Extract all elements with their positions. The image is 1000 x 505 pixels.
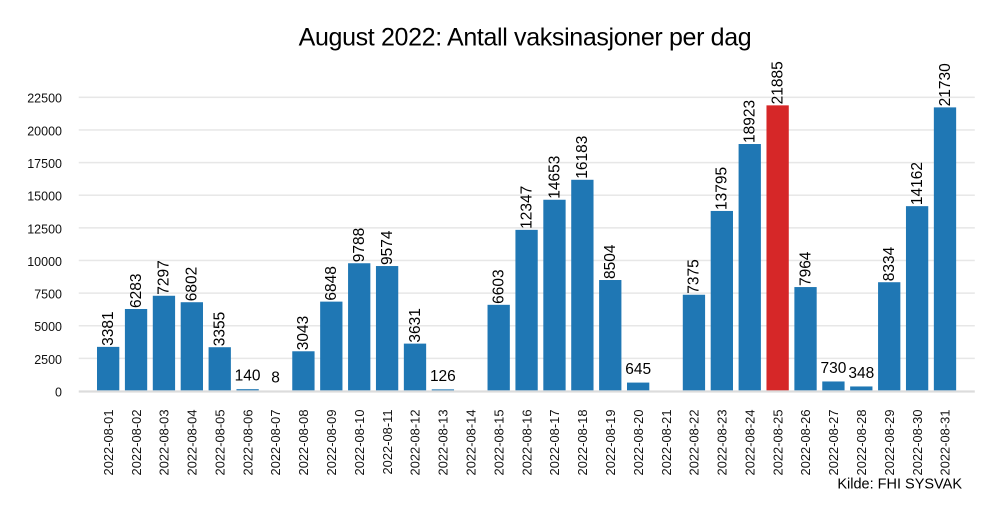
- svg-text:348: 348: [848, 365, 874, 382]
- svg-text:7297: 7297: [156, 260, 173, 294]
- svg-text:3043: 3043: [295, 316, 312, 350]
- svg-text:14162: 14162: [909, 162, 926, 205]
- svg-text:2022-08-21: 2022-08-21: [659, 410, 674, 476]
- svg-text:15000: 15000: [27, 190, 62, 204]
- svg-text:126: 126: [430, 368, 456, 385]
- svg-text:9788: 9788: [351, 228, 368, 262]
- svg-text:2022-08-01: 2022-08-01: [101, 410, 116, 476]
- svg-text:8504: 8504: [602, 244, 619, 279]
- svg-text:20000: 20000: [27, 124, 62, 138]
- svg-text:3355: 3355: [212, 312, 229, 346]
- svg-text:6283: 6283: [128, 274, 145, 308]
- svg-text:6802: 6802: [184, 267, 201, 301]
- svg-text:8: 8: [271, 369, 280, 386]
- svg-text:Kilde: FHI SYSVAK: Kilde: FHI SYSVAK: [837, 477, 962, 493]
- svg-text:645: 645: [625, 361, 651, 378]
- svg-text:2022-08-05: 2022-08-05: [212, 410, 227, 476]
- svg-text:2022-08-11: 2022-08-11: [380, 410, 395, 475]
- svg-text:12347: 12347: [518, 186, 535, 229]
- svg-text:2022-08-15: 2022-08-15: [491, 410, 506, 476]
- svg-text:7500: 7500: [34, 288, 62, 302]
- svg-text:7375: 7375: [686, 259, 703, 293]
- svg-text:2022-08-23: 2022-08-23: [715, 410, 730, 476]
- svg-text:6848: 6848: [323, 266, 340, 300]
- svg-text:2022-08-10: 2022-08-10: [352, 410, 367, 476]
- svg-text:3381: 3381: [100, 311, 117, 345]
- svg-text:2022-08-12: 2022-08-12: [408, 410, 423, 476]
- svg-text:22500: 22500: [27, 92, 62, 106]
- svg-text:2022-08-20: 2022-08-20: [631, 410, 646, 476]
- svg-text:730: 730: [820, 360, 846, 377]
- svg-text:7964: 7964: [797, 251, 814, 286]
- svg-text:13795: 13795: [714, 167, 731, 210]
- svg-text:2022-08-02: 2022-08-02: [129, 410, 144, 476]
- svg-text:2022-08-16: 2022-08-16: [519, 410, 534, 476]
- svg-text:2500: 2500: [34, 353, 62, 367]
- svg-text:14653: 14653: [546, 156, 563, 199]
- svg-text:6603: 6603: [490, 269, 507, 303]
- svg-text:10000: 10000: [27, 255, 62, 269]
- svg-text:2022-08-09: 2022-08-09: [324, 410, 339, 476]
- svg-text:5000: 5000: [34, 320, 62, 334]
- svg-text:2022-08-17: 2022-08-17: [547, 410, 562, 476]
- svg-text:2022-08-19: 2022-08-19: [603, 410, 618, 476]
- svg-text:2022-08-25: 2022-08-25: [770, 410, 785, 476]
- svg-text:2022-08-06: 2022-08-06: [240, 410, 255, 476]
- svg-text:16183: 16183: [574, 136, 591, 179]
- svg-text:17500: 17500: [27, 157, 62, 171]
- svg-text:2022-08-13: 2022-08-13: [436, 410, 451, 476]
- svg-text:2022-08-28: 2022-08-28: [854, 410, 869, 476]
- svg-text:2022-08-26: 2022-08-26: [798, 410, 813, 476]
- svg-text:2022-08-29: 2022-08-29: [882, 410, 897, 476]
- svg-text:8334: 8334: [881, 246, 898, 281]
- svg-text:21730: 21730: [937, 63, 954, 106]
- svg-text:3631: 3631: [407, 308, 424, 342]
- svg-text:2022-08-14: 2022-08-14: [463, 410, 478, 476]
- svg-text:2022-08-22: 2022-08-22: [687, 410, 702, 476]
- svg-text:2022-08-03: 2022-08-03: [157, 410, 172, 476]
- svg-text:2022-08-30: 2022-08-30: [910, 410, 925, 476]
- svg-text:2022-08-08: 2022-08-08: [296, 410, 311, 476]
- svg-text:0: 0: [55, 385, 62, 399]
- svg-text:21885: 21885: [769, 61, 786, 104]
- svg-text:12500: 12500: [27, 222, 62, 236]
- svg-text:140: 140: [235, 368, 261, 385]
- svg-text:2022-08-31: 2022-08-31: [938, 410, 953, 476]
- svg-text:2022-08-04: 2022-08-04: [185, 410, 200, 476]
- svg-text:2022-08-07: 2022-08-07: [268, 410, 283, 476]
- svg-text:August 2022: Antall vaksinasjo: August 2022: Antall vaksinasjoner per da…: [299, 23, 752, 51]
- svg-text:2022-08-27: 2022-08-27: [826, 410, 841, 476]
- svg-text:2022-08-18: 2022-08-18: [575, 410, 590, 476]
- svg-text:2022-08-24: 2022-08-24: [742, 410, 757, 476]
- svg-text:9574: 9574: [379, 230, 396, 265]
- svg-text:18923: 18923: [742, 100, 759, 143]
